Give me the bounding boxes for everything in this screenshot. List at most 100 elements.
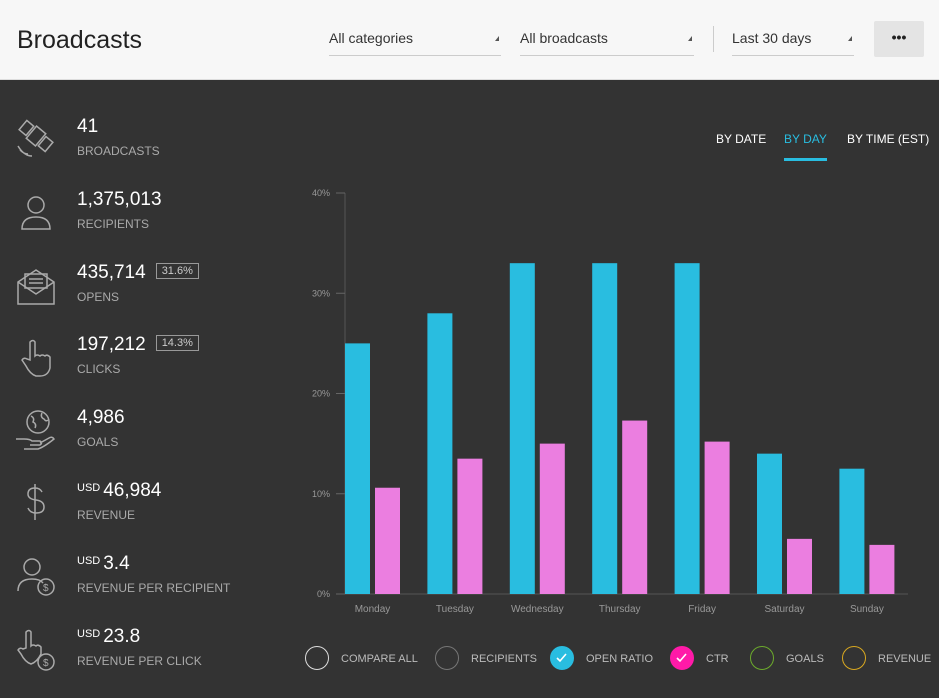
stat-clicks: 197,212 14.3% CLICKS [0, 334, 280, 406]
stat-number: 4,986 [77, 407, 125, 429]
caret-icon [848, 36, 852, 41]
bar-open-ratio [509, 263, 535, 594]
bar-ctr [539, 443, 565, 594]
y-tick-label: 20% [312, 389, 330, 399]
stat-value: USD 23.8 [77, 626, 140, 648]
category-select-value: All categories [329, 30, 414, 46]
more-button[interactable]: ••• [874, 21, 924, 57]
rate-badge: 31.6% [155, 262, 199, 279]
check-icon [676, 653, 687, 663]
pointer-hand-icon [21, 340, 51, 378]
stat-revenue-per-recipient: $ USD 3.4 REVENUE PER RECIPIENT [0, 553, 280, 625]
date-range-select[interactable]: Last 30 days [732, 22, 854, 56]
stat-label: CLICKS [77, 362, 121, 377]
divider [713, 26, 714, 52]
bar-ctr [457, 458, 483, 594]
x-tick-label: Monday [355, 604, 391, 615]
y-tick-label: 10% [312, 489, 330, 499]
stat-value: USD 3.4 [77, 553, 130, 575]
hand-dollar-icon: $ [17, 629, 55, 671]
stat-label: GOALS [77, 435, 119, 450]
currency-label: USD [77, 627, 101, 640]
legend-label: CTR [706, 653, 729, 665]
bar-ctr [869, 544, 895, 594]
stat-value: 435,714 31.6% [77, 262, 199, 284]
checked-circle-icon[interactable] [670, 646, 694, 670]
y-tick-label: 0% [317, 589, 330, 599]
currency-label: USD [77, 482, 101, 494]
bar-open-ratio [345, 343, 370, 594]
stat-goals: 4,986 GOALS [0, 407, 280, 479]
x-tick-label: Friday [688, 604, 716, 615]
bar-open-ratio [427, 313, 453, 594]
stat-number: 1,375,013 [77, 188, 162, 210]
legend-label: COMPARE ALL [341, 653, 418, 665]
svg-text:$: $ [43, 583, 49, 594]
stat-opens: 435,714 31.6% OPENS [0, 262, 280, 334]
stat-number: 23.8 [103, 625, 141, 647]
stat-label: REVENUE [77, 508, 136, 522]
stat-label: REVENUE PER CLICK [77, 653, 202, 668]
stat-revenue-per-click: $ USD 23.8 REVENUE PER CLICK [0, 626, 280, 698]
rate-badge: 14.3% [155, 335, 199, 352]
stat-value: 197,212 14.3% [77, 334, 199, 356]
stat-broadcasts: 41 BROADCASTS [0, 116, 280, 188]
broadcast-select-value: All broadcasts [520, 30, 608, 46]
tab-by-date[interactable]: BY DATE [716, 132, 767, 146]
stat-number: 3.4 [103, 552, 130, 574]
circle-icon[interactable] [842, 646, 866, 670]
caret-icon [688, 36, 692, 41]
currency-label: USD [77, 554, 101, 567]
x-tick-label: Wednesday [511, 604, 564, 615]
stat-number: 41 [77, 116, 99, 137]
date-range-value: Last 30 days [732, 30, 812, 46]
stat-label: OPENS [77, 289, 120, 304]
circle-icon[interactable] [305, 646, 329, 670]
bar-open-ratio [674, 263, 700, 594]
check-icon [556, 653, 567, 663]
stat-label: REVENUE PER RECIPIENT [77, 580, 231, 595]
checked-circle-icon[interactable] [550, 646, 574, 670]
tab-by-day[interactable]: BY DAY [784, 132, 827, 161]
stat-value: 4,986 [77, 407, 125, 429]
stat-label: RECIPIENTS [77, 216, 150, 231]
stat-revenue: USD 46,984 REVENUE [0, 480, 280, 552]
header-bar: Broadcasts All categories All broadcasts… [0, 0, 939, 80]
stat-number: 435,714 [77, 261, 146, 283]
user-icon [21, 196, 51, 230]
bar-open-ratio [757, 453, 782, 594]
circle-icon[interactable] [435, 646, 459, 670]
legend-label: RECIPIENTS [471, 653, 538, 665]
y-tick-label: 40% [312, 188, 330, 198]
stat-number: 46,984 [103, 480, 162, 501]
broadcast-select[interactable]: All broadcasts [520, 22, 694, 56]
legend-label: GOALS [786, 653, 824, 665]
open-envelope-icon [17, 268, 55, 305]
tab-by-time[interactable]: BY TIME (EST) [847, 132, 930, 146]
legend-label: REVENUE [878, 653, 932, 665]
stat-value: 41 [77, 116, 98, 138]
circle-icon[interactable] [750, 646, 774, 670]
stat-recipients: 1,375,013 RECIPIENTS [0, 189, 280, 261]
stat-label: BROADCASTS [77, 144, 160, 158]
bar-ctr [787, 538, 812, 594]
dollar-icon [27, 484, 45, 520]
bar-ctr [622, 420, 648, 594]
user-dollar-icon: $ [17, 558, 55, 596]
legend-label: OPEN RATIO [586, 653, 654, 665]
page-title: Broadcasts [17, 26, 143, 54]
stat-value: USD 46,984 [77, 480, 161, 502]
globe-hand-icon [16, 410, 56, 450]
bar-ctr [704, 441, 730, 594]
stat-value: 1,375,013 [77, 189, 162, 211]
svg-text:$: $ [43, 658, 49, 669]
category-select[interactable]: All categories [329, 22, 501, 56]
x-tick-label: Tuesday [436, 604, 474, 615]
stat-number: 197,212 [77, 334, 146, 356]
caret-icon [495, 36, 499, 41]
x-tick-label: Saturday [764, 604, 804, 615]
bar-open-ratio [592, 263, 618, 594]
bar-open-ratio [839, 468, 865, 594]
x-tick-label: Sunday [850, 604, 884, 615]
